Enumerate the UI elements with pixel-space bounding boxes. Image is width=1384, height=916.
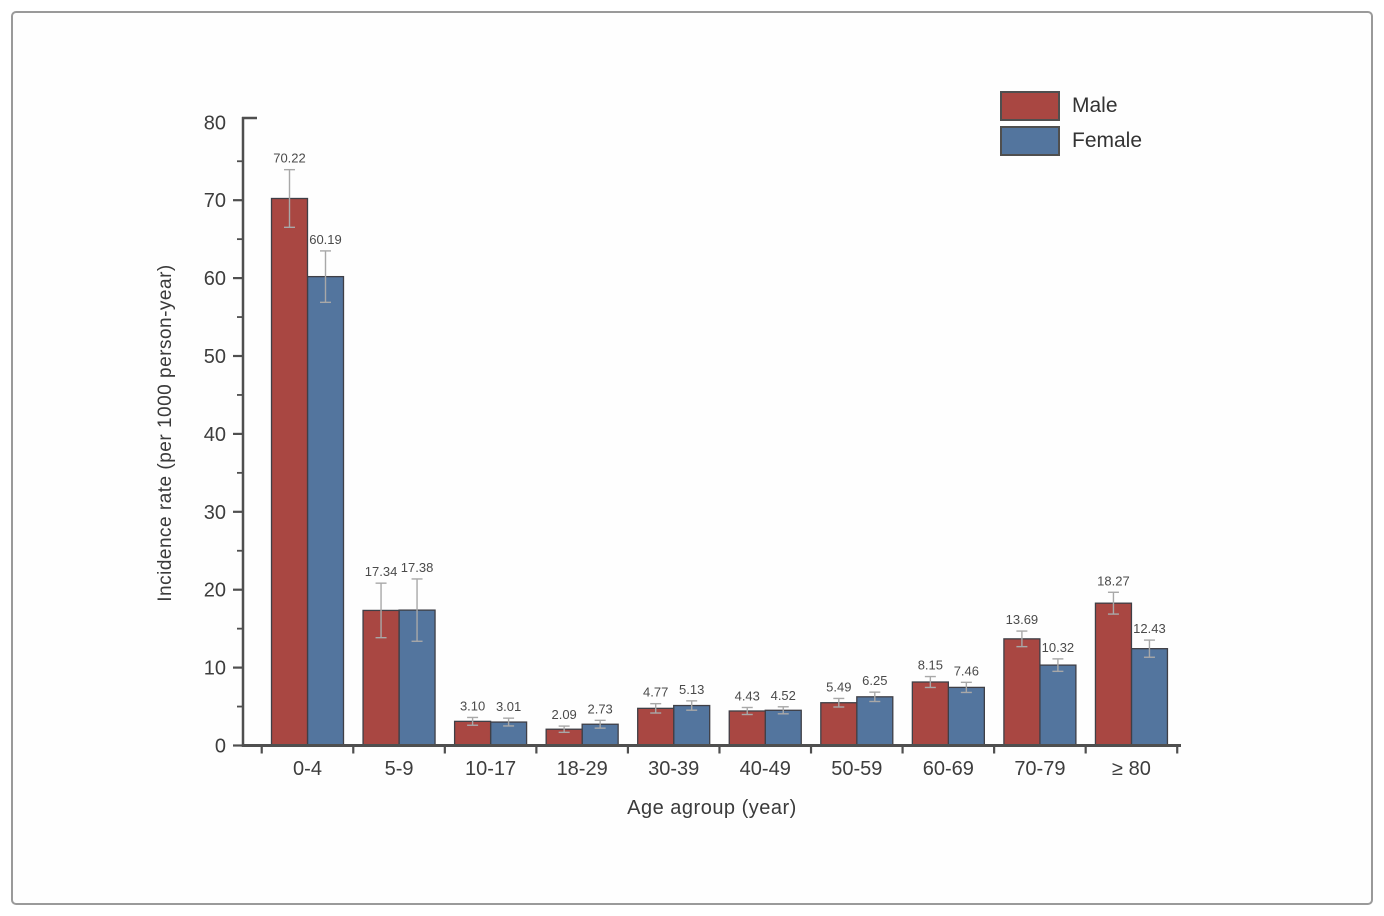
legend-swatch-female xyxy=(1000,126,1060,156)
value-label-female-6: 6.25 xyxy=(862,673,887,688)
x-tick-label-2: 10-17 xyxy=(465,758,516,780)
y-tick-label-20: 20 xyxy=(204,580,226,602)
value-label-male-9: 18.27 xyxy=(1097,573,1130,588)
value-label-female-4: 5.13 xyxy=(679,682,704,697)
y-axis-title: Incidence rate (per 1000 person-year) xyxy=(155,264,176,602)
value-label-male-3: 2.09 xyxy=(551,707,576,722)
value-label-male-1: 17.34 xyxy=(365,564,398,579)
figure-border xyxy=(11,11,1373,905)
y-tick-label-80: 80 xyxy=(204,112,226,134)
y-tick-label-60: 60 xyxy=(204,268,226,290)
bar-female-7 xyxy=(947,686,985,747)
bar-male-4 xyxy=(637,707,675,747)
y-tick-label-10: 10 xyxy=(204,658,226,680)
value-label-female-1: 17.38 xyxy=(401,560,434,575)
value-label-female-5: 4.52 xyxy=(771,688,796,703)
bar-male-8 xyxy=(1003,638,1041,747)
value-label-female-8: 10.32 xyxy=(1042,640,1075,655)
value-label-male-0: 70.22 xyxy=(273,151,306,166)
value-label-female-7: 7.46 xyxy=(954,663,979,678)
value-label-male-2: 3.10 xyxy=(460,698,485,713)
y-tick-label-0: 0 xyxy=(215,736,226,758)
bar-female-5 xyxy=(764,709,802,747)
bar-female-0 xyxy=(306,275,345,747)
x-tick-label-3: 18-29 xyxy=(557,758,608,780)
value-label-male-8: 13.69 xyxy=(1006,612,1039,627)
bar-female-4 xyxy=(673,704,711,747)
bar-male-0 xyxy=(270,197,309,747)
value-label-female-9: 12.43 xyxy=(1133,621,1166,636)
x-tick-label-0: 0-4 xyxy=(293,758,322,780)
x-tick-label-9: ≥ 80 xyxy=(1112,758,1151,780)
x-tick-label-4: 30-39 xyxy=(648,758,699,780)
bar-male-9 xyxy=(1094,602,1133,747)
x-tick-label-8: 70-79 xyxy=(1014,758,1065,780)
value-label-male-4: 4.77 xyxy=(643,685,668,700)
y-tick-label-30: 30 xyxy=(204,502,226,524)
x-tick-label-6: 50-59 xyxy=(831,758,882,780)
bar-female-8 xyxy=(1039,664,1077,747)
y-tick-label-40: 40 xyxy=(204,424,226,446)
bar-female-9 xyxy=(1130,648,1169,747)
x-axis-title: Age agroup (year) xyxy=(627,797,797,819)
value-label-female-2: 3.01 xyxy=(496,699,521,714)
bar-male-6 xyxy=(820,702,858,747)
legend-swatch-male xyxy=(1000,91,1060,121)
legend: Male Female xyxy=(1000,90,1142,160)
legend-label-female: Female xyxy=(1072,129,1143,152)
value-label-male-6: 5.49 xyxy=(826,679,851,694)
value-label-female-0: 60.19 xyxy=(309,232,342,247)
value-label-male-7: 8.15 xyxy=(918,658,943,673)
bar-male-5 xyxy=(728,710,766,747)
legend-row-male: Male xyxy=(1000,90,1142,122)
bar-male-7 xyxy=(911,681,949,747)
value-label-female-3: 2.73 xyxy=(587,701,612,716)
legend-row-female: Female xyxy=(1000,125,1142,157)
bar-female-6 xyxy=(856,696,894,747)
y-tick-label-50: 50 xyxy=(204,346,226,368)
x-tick-label-1: 5-9 xyxy=(385,758,414,780)
x-tick-label-7: 60-69 xyxy=(923,758,974,780)
value-label-male-5: 4.43 xyxy=(735,688,760,703)
legend-label-male: Male xyxy=(1072,94,1118,117)
y-tick-label-70: 70 xyxy=(204,190,226,212)
x-tick-label-5: 40-49 xyxy=(740,758,791,780)
